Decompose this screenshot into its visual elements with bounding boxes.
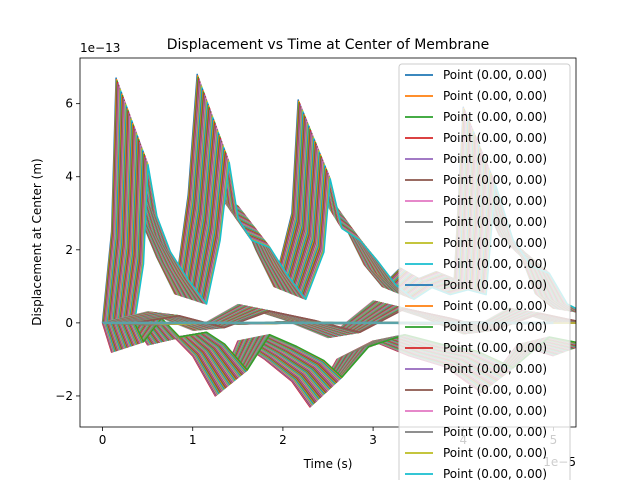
- y-tick-label: −2: [55, 389, 73, 403]
- legend-label: Point (0.00, 0.00): [443, 173, 547, 187]
- legend-label: Point (0.00, 0.00): [443, 341, 547, 355]
- legend-label: Point (0.00, 0.00): [443, 362, 547, 376]
- legend-label: Point (0.00, 0.00): [443, 194, 547, 208]
- legend: Point (0.00, 0.00) Point (0.00, 0.00) Poin…: [398, 63, 571, 480]
- legend-label: Point (0.00, 0.00): [443, 320, 547, 334]
- x-axis-label: Time (s): [303, 457, 353, 471]
- x-tick-label: 3: [369, 433, 377, 447]
- legend-label: Point (0.00, 0.00): [443, 152, 547, 166]
- legend-label: Point (0.00, 0.00): [443, 257, 547, 271]
- legend-box: [398, 63, 571, 480]
- legend-label: Point (0.00, 0.00): [443, 383, 547, 397]
- legend-label: Point (0.00, 0.00): [443, 404, 547, 418]
- legend-label: Point (0.00, 0.00): [443, 110, 547, 124]
- x-tick-label: 2: [279, 433, 287, 447]
- legend-label: Point (0.00, 0.00): [443, 446, 547, 460]
- y-tick-label: 4: [65, 170, 73, 184]
- plot-frame: [79, 57, 577, 428]
- legend-label: Point (0.00, 0.00): [443, 299, 547, 313]
- y-tick-label: 0: [65, 316, 73, 330]
- legend-label: Point (0.00, 0.00): [443, 131, 547, 145]
- legend-label: Point (0.00, 0.00): [443, 236, 547, 250]
- legend-label: Point (0.00, 0.00): [443, 425, 547, 439]
- legend-label: Point (0.00, 0.00): [443, 467, 547, 480]
- y-tick-label: 2: [65, 243, 73, 257]
- y-tick-label: 6: [65, 97, 73, 111]
- legend-label: Point (0.00, 0.00): [443, 215, 547, 229]
- x-tick-label: 0: [99, 433, 107, 447]
- chart-title: Displacement vs Time at Center of Membra…: [167, 37, 490, 53]
- x-tick-label: 1: [189, 433, 197, 447]
- legend-label: Point (0.00, 0.00): [443, 278, 547, 292]
- legend-label: Point (0.00, 0.00): [443, 68, 547, 82]
- y-offset-label: 1e−13: [80, 41, 120, 55]
- y-axis-label: Displacement at Center (m): [30, 158, 44, 325]
- legend-label: Point (0.00, 0.00): [443, 89, 547, 103]
